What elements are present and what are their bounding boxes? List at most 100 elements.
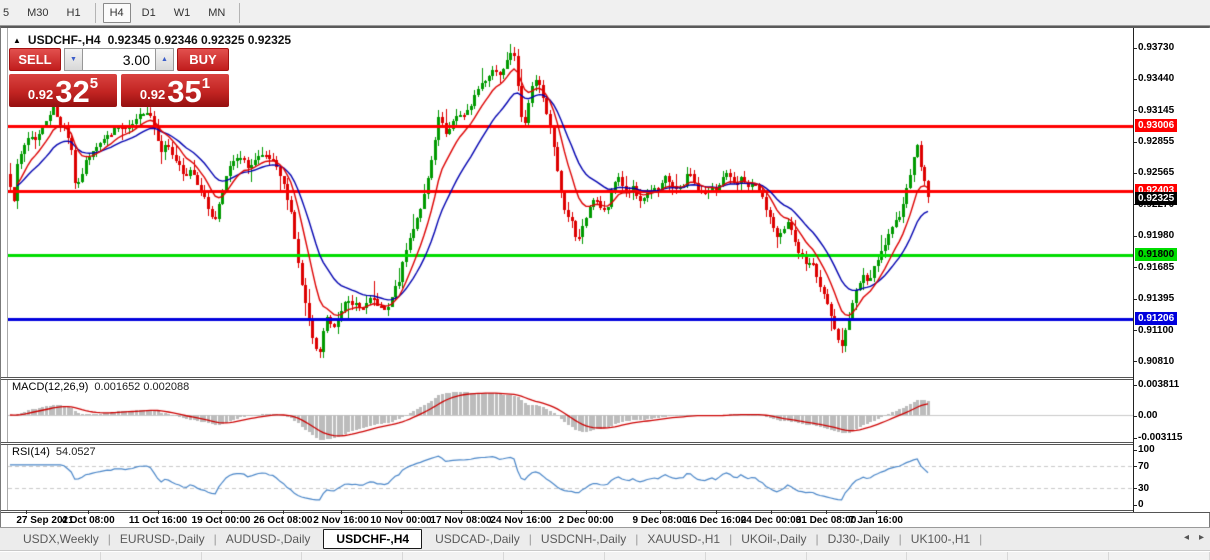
buy-price-sup: 1 [201, 75, 211, 92]
buy-button[interactable]: BUY [177, 48, 229, 71]
sell-price-big: 32 [55, 74, 90, 109]
timeframe-d1-button[interactable]: D1 [141, 6, 156, 19]
rsi-axis-label: 0 [1134, 499, 1144, 510]
tab-divider: | [815, 532, 819, 546]
date-tick [283, 510, 284, 514]
tab-eurusd-daily[interactable]: EURUSD-,Daily [119, 532, 205, 546]
macd-axis-label: 0.00 [1133, 410, 1158, 421]
date-tick [521, 510, 522, 514]
timeframe-h1-button[interactable]: H1 [66, 6, 81, 19]
date-axis-label: 11 Oct 16:00 [128, 515, 188, 526]
date-axis-label: 7 Jan 16:00 [849, 515, 903, 526]
status-cell [0, 552, 101, 560]
price-axis-label: 0.91395 [1133, 293, 1175, 304]
status-cell [605, 552, 706, 560]
price-line-badge: 0.91206 [1135, 312, 1178, 326]
current-price-badge: 0.92325 [1135, 192, 1178, 206]
timeframe-w1-button[interactable]: W1 [173, 6, 191, 19]
sell-price-sup: 5 [89, 75, 99, 92]
toolbar-separator [94, 2, 96, 23]
rsi-indicator-label: RSI(14) 54.0527 [12, 446, 96, 458]
sell-price-base: 0.92 [27, 87, 54, 102]
macd-indicator-label: MACD(12,26,9) 0.001652 0.002088 [12, 381, 189, 393]
date-axis-label: 9 Dec 08:00 [632, 515, 688, 526]
timeframe-5-button[interactable]: 5 [3, 6, 10, 19]
tab-usdchf-h4[interactable]: USDCHF-,H4 [323, 529, 423, 549]
date-tick [26, 510, 27, 514]
tab-usdx-weekly[interactable]: USDX,Weekly [23, 532, 99, 546]
date-axis-label: 4 Oct 08:00 [61, 515, 115, 526]
date-axis[interactable]: 27 Sep 2021 4 Oct 08:00 11 Oct 16:00 19 Oct… [7, 510, 1133, 529]
rsi-axis-label: 30 [1133, 482, 1150, 494]
volume-spinner: ▼ ▲ [64, 48, 174, 71]
date-axis-label: 16 Dec 16:00 [685, 515, 747, 526]
status-cell [302, 552, 404, 560]
tab-xauusd-h1[interactable]: XAUUSD-,H1 [647, 532, 721, 546]
chart-title-line: ▲ USDCHF-,H4 0.92345 0.92346 0.92325 0.9… [13, 33, 291, 47]
price-line-badge: 0.93006 [1135, 118, 1178, 132]
date-axis-separator [1, 510, 1210, 513]
date-axis-label: 24 Nov 16:00 [490, 515, 552, 526]
date-tick [88, 510, 89, 514]
rsi-axis-label: 70 [1133, 460, 1150, 472]
timeframe-m30-button[interactable]: M30 [27, 6, 49, 19]
status-cell [1008, 552, 1110, 560]
macd-axis-label: -0.003115 [1134, 432, 1183, 443]
volume-input[interactable] [83, 48, 155, 71]
tab-divider: | [528, 532, 532, 546]
buy-price-base: 0.92 [139, 87, 166, 102]
status-cell [907, 552, 1009, 560]
chart-ohlc-values: 0.92345 0.92346 0.92325 0.92325 [107, 33, 292, 47]
rsi-panel-separator[interactable] [1, 442, 1210, 445]
tab-usdcnh-daily[interactable]: USDCNH-,Daily [540, 532, 627, 546]
price-line-badge: 0.91800 [1135, 248, 1178, 262]
one-click-trade-panel: SELL ▼ ▲ BUY 0.92 32 5 0.92 35 1 [9, 48, 229, 107]
tab-ukoil-daily[interactable]: UKOil-,Daily [741, 532, 807, 546]
date-tick [401, 510, 402, 514]
tab-divider: | [729, 532, 733, 546]
price-axis-label: 0.92855 [1133, 136, 1175, 148]
rsi-axis-label: 100 [1134, 444, 1155, 455]
tab-usdcad-daily[interactable]: USDCAD-,Daily [435, 532, 520, 546]
date-axis-label: 19 Oct 00:00 [191, 515, 251, 526]
date-axis-label: 27 Sep 2021 [16, 515, 74, 526]
date-axis-label: 31 Dec 08:00 [795, 515, 857, 526]
price-axis[interactable]: 0.937300.934400.931450.928550.925650.922… [1133, 28, 1210, 512]
tab-scroll-right-icon[interactable]: ▸ [1198, 532, 1204, 543]
tab-divider: | [979, 532, 983, 546]
status-cell [101, 552, 202, 560]
date-axis-label: 2 Dec 00:00 [558, 515, 614, 526]
tab-dj30-daily[interactable]: DJ30-,Daily [827, 532, 890, 546]
date-tick [826, 510, 827, 514]
status-bar [0, 552, 1210, 560]
tab-divider: | [635, 532, 639, 546]
price-axis-label: 0.93730 [1133, 42, 1175, 53]
status-cell [807, 552, 908, 560]
volume-increase-button[interactable]: ▲ [155, 48, 174, 71]
price-axis-label: 0.92565 [1133, 167, 1175, 179]
macd-panel-separator[interactable] [1, 377, 1210, 380]
volume-decrease-button[interactable]: ▼ [64, 48, 83, 71]
price-axis-label: 0.93145 [1133, 104, 1175, 116]
tab-scroll-arrows: ◂ ▸ [1184, 532, 1204, 543]
price-axis-label: 0.91980 [1133, 230, 1175, 242]
chart-window: ▲ USDCHF-,H4 0.92345 0.92346 0.92325 0.9… [0, 26, 1210, 527]
sell-price-box[interactable]: 0.92 32 5 [9, 74, 117, 107]
tab-divider: | [898, 532, 902, 546]
collapse-panel-icon[interactable]: ▲ [13, 35, 21, 45]
price-axis-label: 0.93440 [1133, 73, 1175, 85]
macd-axis-label: 0.003811 [1133, 379, 1180, 390]
sell-button[interactable]: SELL [9, 48, 61, 71]
buy-price-box[interactable]: 0.92 35 1 [121, 74, 229, 107]
tab-audusd-daily[interactable]: AUDUSD-,Daily [225, 532, 311, 546]
date-tick [771, 510, 772, 514]
chart-plot-area[interactable] [8, 30, 1133, 512]
status-cell [1109, 552, 1210, 560]
timeframe-h4-button[interactable]: H4 [102, 2, 131, 23]
timeframe-mn-button[interactable]: MN [208, 6, 226, 19]
tab-scroll-left-icon[interactable]: ◂ [1183, 532, 1189, 543]
buy-price-big: 35 [167, 74, 202, 109]
tab-uk100-h1[interactable]: UK100-,H1 [910, 532, 971, 546]
date-tick [461, 510, 462, 514]
timeframe-toolbar: 5 M30 H1 H4 D1 W1 MN [0, 0, 1210, 26]
